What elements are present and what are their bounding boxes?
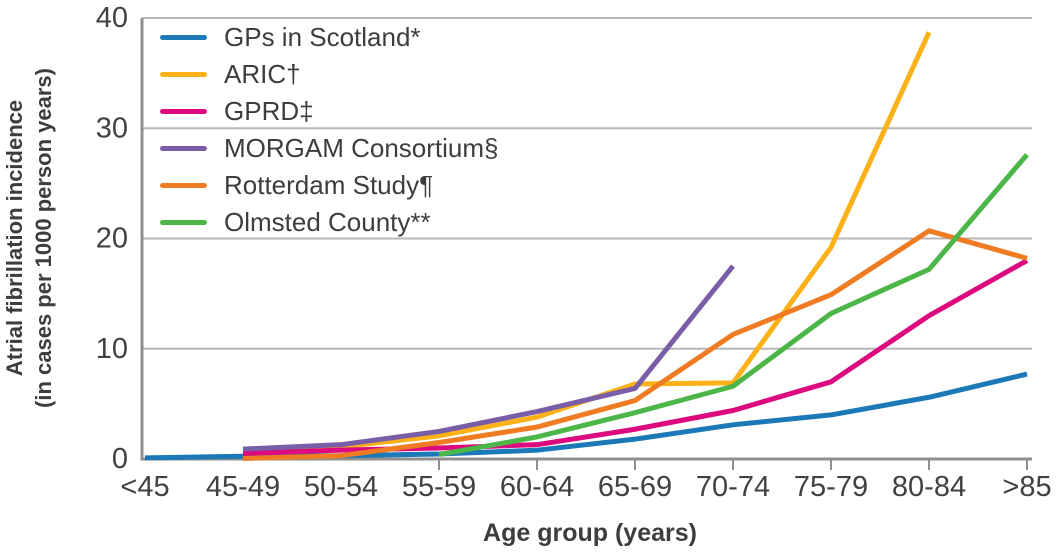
y-tick-label: 30 [96,112,128,144]
legend: GPs in Scotland* ARIC† GPRD‡ MORGAM Cons… [160,19,499,241]
legend-item: GPRD‡ [160,93,499,130]
x-tick-label: 60-64 [500,471,574,503]
y-tick-label: 20 [96,223,128,255]
x-axis-title: Age group (years) [483,519,697,547]
legend-label: ARIC† [224,59,301,89]
series-line-rotterdam-study- [242,228,1028,461]
x-tick-label: >85 [1002,471,1051,503]
y-axis-title: Atrial fibrillation incidence (in cases … [0,0,64,478]
series-line-gprd- [242,258,1029,456]
legend-item: MORGAM Consortium§ [160,130,499,167]
legend-label: Rotterdam Study¶ [224,170,434,200]
y-axis-title-line2: (in cases per 1000 person years) [31,68,56,408]
y-axis-title-line1: Atrial fibrillation incidence [2,99,27,377]
x-tick-label: 50-54 [304,471,378,503]
legend-line-swatch [160,35,207,40]
axis-ticks [438,459,1028,470]
legend-label: Olmsted County** [224,207,431,237]
legend-line-swatch [160,109,207,114]
legend-line-swatch [160,220,207,225]
series-lines [144,31,1029,461]
x-tick-label: 70-74 [696,471,770,503]
legend-label: GPRD‡ [224,96,314,126]
x-tick-label: 65-69 [598,471,672,503]
legend-line-swatch [160,183,207,188]
x-tick-labels: <45 45-49 50-54 55-59 60-64 65-69 70-74 … [120,471,1051,503]
y-tick-label: 0 [112,443,128,475]
y-tick-label: 40 [96,2,128,34]
legend-item: Rotterdam Study¶ [160,167,499,204]
legend-item: GPs in Scotland* [160,19,499,56]
y-tick-label: 10 [96,333,128,365]
legend-label: GPs in Scotland* [224,22,421,52]
legend-item: ARIC† [160,56,499,93]
legend-line-swatch [160,72,207,77]
x-tick-label: 55-59 [402,471,476,503]
x-tick-label: 45-49 [206,471,280,503]
x-tick-label: <45 [120,471,169,503]
y-tick-labels: 0 10 20 30 40 [96,2,128,475]
series-line-morgam-consortium- [242,264,735,452]
legend-item: Olmsted County** [160,204,499,241]
legend-label: MORGAM Consortium§ [224,133,499,163]
x-tick-label: 75-79 [794,471,868,503]
legend-line-swatch [160,146,207,151]
series-line-olmsted-county- [438,153,1029,458]
x-tick-label: 80-84 [892,471,966,503]
